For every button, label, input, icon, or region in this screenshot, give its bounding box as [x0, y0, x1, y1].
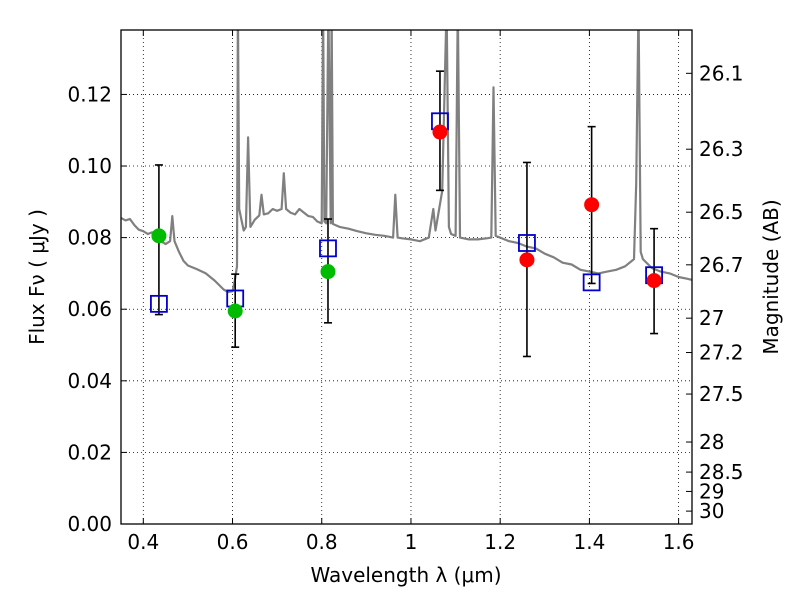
green-data-point: [151, 228, 167, 244]
plot-frame: [120, 29, 693, 525]
mag-tick-label: 26.7: [699, 253, 744, 277]
red-data-point: [584, 197, 600, 213]
mag-tick-label: 28: [699, 430, 724, 454]
tick-layer: 0.4 0.6 0.8 1 1.2 1.4 1.6 0.00 0.02 0.04 0.06 0.08 0…: [67, 30, 744, 554]
y-tick-label: 0.04: [67, 369, 112, 393]
mag-tick-label: 28.5: [699, 460, 744, 484]
x-tick-label: 1.6: [663, 530, 695, 554]
marker-layer: [150, 112, 663, 319]
mag-tick-label: 30: [699, 499, 724, 523]
model-spectrum-line: [121, 30, 692, 294]
spectrum-layer: [121, 30, 692, 294]
x-tick-label: 0.4: [127, 530, 159, 554]
x-tick-label: 1.4: [573, 530, 605, 554]
y-tick-label: 0.08: [67, 226, 112, 250]
x-tick-label: 1.2: [484, 530, 516, 554]
y-axis-label: Flux Fν ( μJy ): [25, 209, 49, 345]
x-axis-label: Wavelength λ (μm): [310, 563, 501, 587]
mag-tick-label: 26.1: [699, 61, 744, 85]
plot-background: [121, 30, 692, 524]
model-flux-square: [150, 294, 168, 313]
green-data-point: [227, 303, 243, 319]
mag-tick-label: 29: [699, 479, 724, 503]
y-tick-label: 0.06: [67, 297, 112, 321]
model-flux-square: [582, 273, 601, 292]
mag-tick-label: 27.2: [699, 341, 744, 365]
red-data-point: [519, 252, 535, 268]
mag-tick-label: 27.5: [699, 382, 744, 406]
model-flux-square: [319, 239, 337, 258]
red-data-point: [432, 124, 448, 140]
mag-tick-label: 26.5: [699, 200, 744, 224]
right-axis-label: Magnitude (AB): [759, 199, 783, 354]
x-tick-label: 0.8: [306, 530, 338, 554]
red-data-point: [646, 273, 662, 289]
y-tick-label: 0.02: [67, 440, 112, 464]
x-tick-label: 1: [405, 530, 418, 554]
model-flux-square: [518, 234, 536, 252]
y-tick-label: 0.00: [67, 512, 112, 536]
x-tick-label: 0.6: [217, 530, 249, 554]
y-tick-label: 0.12: [67, 82, 112, 106]
mag-tick-label: 27: [699, 306, 724, 330]
mag-tick-label: 26.3: [699, 137, 744, 161]
green-data-point: [320, 264, 336, 280]
y-tick-label: 0.10: [67, 154, 112, 178]
